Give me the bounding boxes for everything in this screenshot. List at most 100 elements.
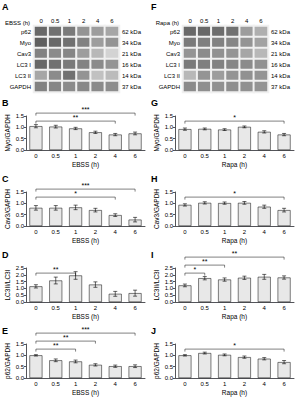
svg-text:2.5: 2.5: [165, 265, 174, 271]
svg-text:***: ***: [81, 182, 89, 189]
svg-text:1: 1: [223, 305, 227, 311]
svg-text:62 kDa: 62 kDa: [271, 29, 291, 35]
svg-text:0: 0: [39, 18, 43, 24]
svg-text:62 kDa: 62 kDa: [122, 29, 142, 35]
svg-text:6: 6: [133, 305, 137, 311]
svg-text:1: 1: [68, 18, 72, 24]
svg-text:6: 6: [259, 18, 263, 24]
svg-text:2.0: 2.0: [16, 272, 25, 278]
svg-text:Rapa (h): Rapa (h): [222, 389, 247, 397]
svg-text:0.5: 0.5: [52, 381, 61, 387]
svg-text:1: 1: [223, 153, 227, 159]
svg-text:1: 1: [74, 305, 78, 311]
svg-text:*: *: [233, 190, 236, 197]
svg-text:0: 0: [183, 305, 187, 311]
svg-text:34 kDa: 34 kDa: [122, 40, 142, 46]
svg-text:6: 6: [282, 305, 286, 311]
svg-text:p62/GAPDH: p62/GAPDH: [4, 343, 12, 379]
svg-text:1.5: 1.5: [16, 189, 25, 195]
svg-text:4: 4: [114, 229, 118, 235]
svg-text:2: 2: [243, 229, 247, 235]
svg-text:0.5: 0.5: [52, 229, 61, 235]
svg-text:***: ***: [81, 106, 89, 113]
svg-text:Myo/GAPDH: Myo/GAPDH: [4, 114, 12, 152]
svg-text:2: 2: [94, 229, 98, 235]
svg-text:1: 1: [74, 153, 78, 159]
svg-text:Cav3/GAPDH: Cav3/GAPDH: [153, 189, 160, 229]
svg-text:EBSS (h): EBSS (h): [5, 20, 30, 26]
svg-text:1.0: 1.0: [165, 124, 174, 130]
svg-text:2: 2: [82, 18, 86, 24]
svg-text:0.5: 0.5: [201, 153, 210, 159]
svg-text:0.5: 0.5: [201, 229, 210, 235]
svg-text:2: 2: [94, 305, 98, 311]
svg-text:GAPDH: GAPDH: [159, 84, 180, 90]
svg-text:6: 6: [110, 18, 114, 24]
svg-text:2: 2: [243, 381, 247, 387]
svg-text:0.5: 0.5: [165, 364, 174, 370]
svg-text:0: 0: [183, 381, 187, 387]
svg-text:1.5: 1.5: [165, 189, 174, 195]
svg-text:0.5: 0.5: [165, 136, 174, 142]
svg-text:0.5: 0.5: [200, 18, 209, 24]
svg-text:6: 6: [133, 229, 137, 235]
svg-text:1.0: 1.0: [165, 200, 174, 206]
svg-text:F: F: [151, 2, 157, 12]
svg-text:0.0: 0.0: [16, 299, 25, 305]
svg-text:LC3 II: LC3 II: [164, 73, 180, 79]
svg-text:4: 4: [263, 229, 267, 235]
svg-text:4: 4: [263, 381, 267, 387]
svg-text:H: H: [151, 174, 158, 184]
svg-text:*: *: [74, 190, 77, 197]
svg-text:LC3 I: LC3 I: [166, 62, 181, 68]
svg-text:**: **: [53, 342, 59, 349]
svg-text:1.0: 1.0: [165, 352, 174, 358]
svg-text:0: 0: [34, 153, 38, 159]
svg-text:LC3 I: LC3 I: [17, 62, 32, 68]
svg-text:37 kDa: 37 kDa: [271, 84, 291, 90]
svg-text:0.0: 0.0: [165, 375, 174, 381]
svg-text:0.0: 0.0: [165, 223, 174, 229]
svg-text:***: ***: [81, 326, 89, 333]
svg-text:0.5: 0.5: [201, 381, 210, 387]
svg-text:0.0: 0.0: [165, 147, 174, 153]
svg-text:2: 2: [94, 153, 98, 159]
svg-text:1.0: 1.0: [16, 200, 25, 206]
svg-text:14 kDa: 14 kDa: [122, 73, 142, 79]
svg-text:6: 6: [133, 153, 137, 159]
svg-text:Rapa (h): Rapa (h): [222, 237, 247, 245]
svg-text:16 kDa: 16 kDa: [122, 62, 142, 68]
svg-text:6: 6: [282, 229, 286, 235]
svg-text:1.0: 1.0: [16, 285, 25, 291]
svg-text:21 kDa: 21 kDa: [122, 51, 142, 57]
svg-text:1: 1: [223, 229, 227, 235]
svg-text:EBSS (h): EBSS (h): [72, 389, 99, 397]
svg-text:0.0: 0.0: [165, 299, 174, 305]
svg-text:A: A: [2, 2, 9, 12]
svg-text:Cav3/GAPDH: Cav3/GAPDH: [4, 189, 11, 229]
svg-text:1.5: 1.5: [165, 279, 174, 285]
svg-text:1.0: 1.0: [16, 124, 25, 130]
svg-text:G: G: [151, 98, 158, 108]
svg-text:1.5: 1.5: [16, 279, 25, 285]
svg-text:2: 2: [243, 153, 247, 159]
svg-text:*: *: [233, 114, 236, 121]
svg-text:4: 4: [96, 18, 100, 24]
svg-text:2.0: 2.0: [165, 272, 174, 278]
svg-text:EBSS (h): EBSS (h): [72, 313, 99, 321]
svg-text:0.5: 0.5: [51, 18, 60, 24]
svg-text:6: 6: [133, 381, 137, 387]
svg-text:16 kDa: 16 kDa: [271, 62, 291, 68]
svg-text:p62/GAPDH: p62/GAPDH: [153, 343, 161, 379]
svg-text:4: 4: [263, 305, 267, 311]
svg-text:D: D: [2, 250, 9, 260]
svg-text:2: 2: [94, 381, 98, 387]
svg-text:p62: p62: [21, 29, 32, 35]
svg-text:B: B: [2, 98, 9, 108]
svg-text:0.5: 0.5: [165, 292, 174, 298]
svg-text:LC3 II: LC3 II: [15, 73, 31, 79]
svg-text:**: **: [63, 334, 69, 341]
svg-text:0.0: 0.0: [16, 223, 25, 229]
svg-text:0: 0: [34, 305, 38, 311]
svg-text:2: 2: [231, 18, 235, 24]
